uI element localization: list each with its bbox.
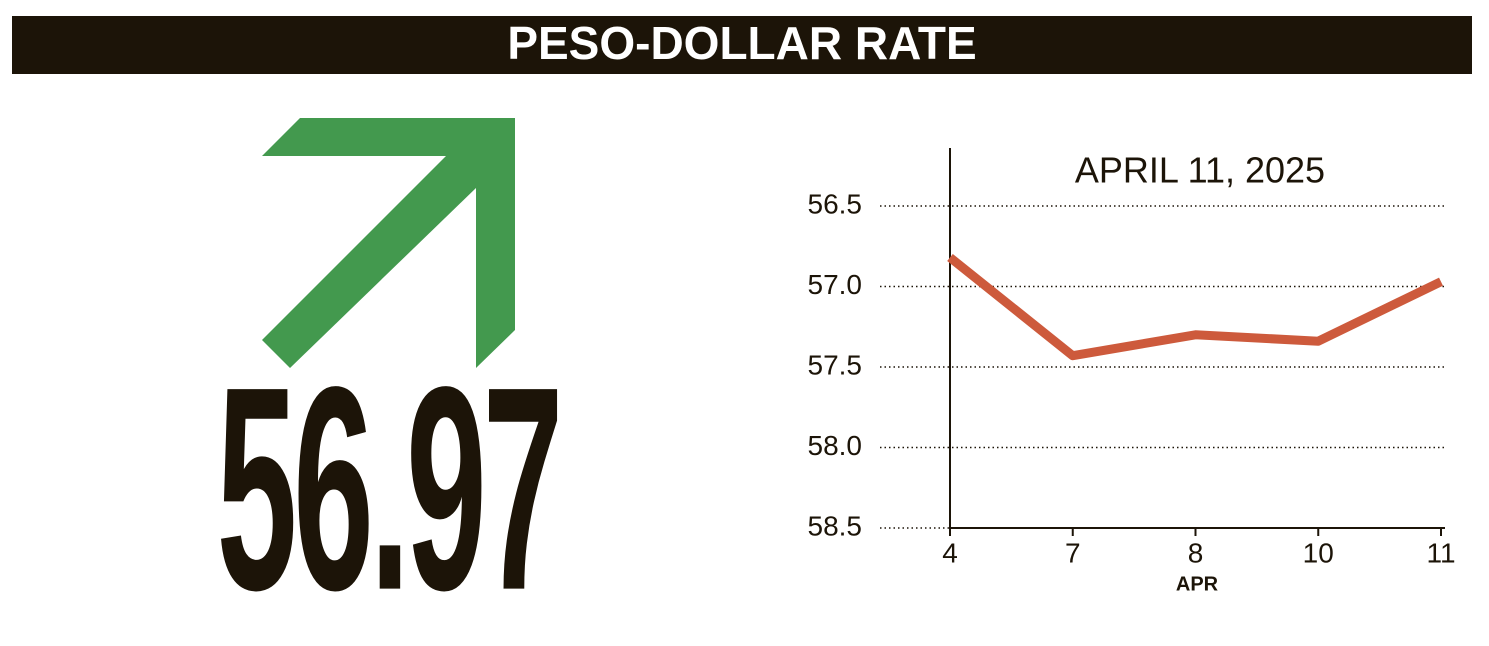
- y-tick-label: 58.0: [808, 430, 863, 461]
- header-title: PESO-DOLLAR RATE: [507, 17, 976, 69]
- x-tick-label: 10: [1303, 537, 1334, 568]
- y-tick-label: 57.5: [808, 349, 863, 380]
- annotation: APRIL 11, 2025: [1075, 150, 1325, 191]
- rate-value: 56.97: [217, 326, 560, 646]
- x-axis-label: APR: [1176, 573, 1219, 595]
- x-tick-label: 7: [1065, 537, 1081, 568]
- up-arrow: [262, 118, 515, 368]
- y-tick-label: 58.5: [808, 510, 863, 541]
- x-tick-label: 4: [942, 537, 958, 568]
- y-tick-label: 56.5: [808, 188, 863, 219]
- x-tick-label: 11: [1426, 537, 1455, 568]
- data-line: [947, 253, 1443, 361]
- x-tick-label: 8: [1188, 537, 1204, 568]
- header-bar: [12, 16, 1472, 74]
- y-tick-label: 57.0: [808, 269, 863, 300]
